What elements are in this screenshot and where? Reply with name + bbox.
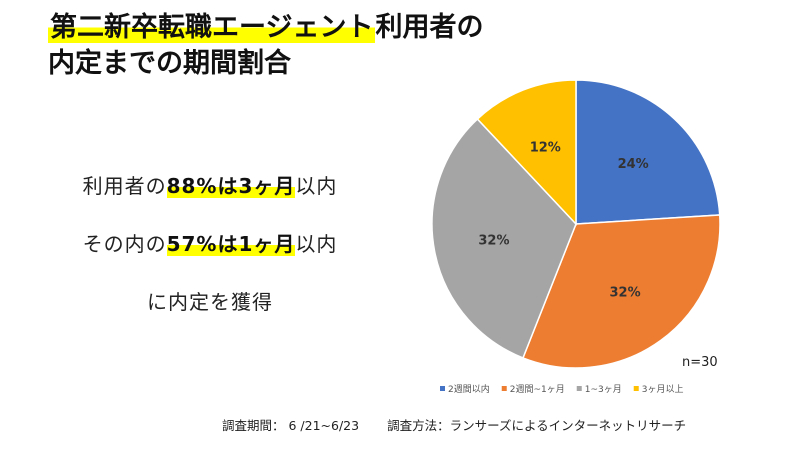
finding-1-highlight: 88%は3ヶ月 — [166, 174, 296, 198]
title-highlight: 第二新卒転職エージェント — [48, 12, 376, 43]
data-label-4: 12% — [530, 140, 561, 155]
title-rest: 利用者の — [375, 12, 484, 43]
finding-3-text: に内定を獲得 — [147, 290, 273, 314]
finding-3: に内定を獲得 — [60, 286, 360, 318]
legend-label-4: 3ヶ月以上 — [642, 384, 684, 395]
finding-1: 利用者の88%は3ヶ月以内 — [60, 170, 360, 202]
survey-period: 調査期間： 6 /21~6/23 — [222, 418, 360, 433]
title-line-1: 第二新卒転職エージェント利用者の — [48, 10, 568, 46]
pie-data-labels: 24% 32% 32% 12% — [478, 140, 648, 300]
legend-swatch-4 — [633, 386, 639, 391]
key-findings: 利用者の88%は3ヶ月以内 その内の57%は1ヶ月以内 に内定を獲得 — [60, 170, 360, 318]
finding-2: その内の57%は1ヶ月以内 — [60, 228, 360, 260]
data-label-1: 24% — [618, 157, 649, 172]
pie-chart: 24% 32% 32% 12% n=30 2週間以内 2週間~1ヶ月 1~3ヶ月 3ヶ月以上 — [431, 79, 721, 395]
legend-label-3: 1~3ヶ月 — [585, 384, 622, 395]
footer: 調査期間： 6 /21~6/23 調査方法：ランサーズによるインターネットリサーチ — [222, 415, 686, 434]
pie-slice-1 — [575, 79, 721, 225]
legend-swatch-1 — [440, 386, 445, 391]
finding-2-suffix: 以内 — [295, 232, 338, 256]
finding-1-suffix: 以内 — [295, 174, 338, 198]
data-label-3: 32% — [478, 234, 509, 249]
pie-slice-2 — [522, 214, 721, 369]
legend: 2週間以内 2週間~1ヶ月 1~3ヶ月 3ヶ月以上 — [440, 383, 683, 395]
data-label-2: 32% — [610, 286, 641, 301]
legend-label-2: 2週間~1ヶ月 — [510, 384, 565, 395]
pie-slice-3 — [431, 117, 577, 359]
chart-title: 第二新卒転職エージェント利用者の 内定までの期間割合 — [48, 10, 568, 82]
legend-swatch-2 — [501, 386, 507, 391]
finding-2-highlight: 57%は1ヶ月 — [166, 232, 296, 256]
pie-slices — [431, 79, 721, 369]
pie-slice-4 — [476, 79, 577, 226]
finding-2-prefix: その内の — [82, 232, 167, 256]
finding-1-prefix: 利用者の — [82, 174, 167, 198]
legend-swatch-3 — [576, 386, 582, 391]
sample-size-annotation: n=30 — [682, 355, 718, 370]
title-line-2: 内定までの期間割合 — [48, 48, 291, 79]
survey-method: 調査方法：ランサーズによるインターネットリサーチ — [387, 418, 687, 433]
legend-label-1: 2週間以内 — [448, 383, 490, 395]
